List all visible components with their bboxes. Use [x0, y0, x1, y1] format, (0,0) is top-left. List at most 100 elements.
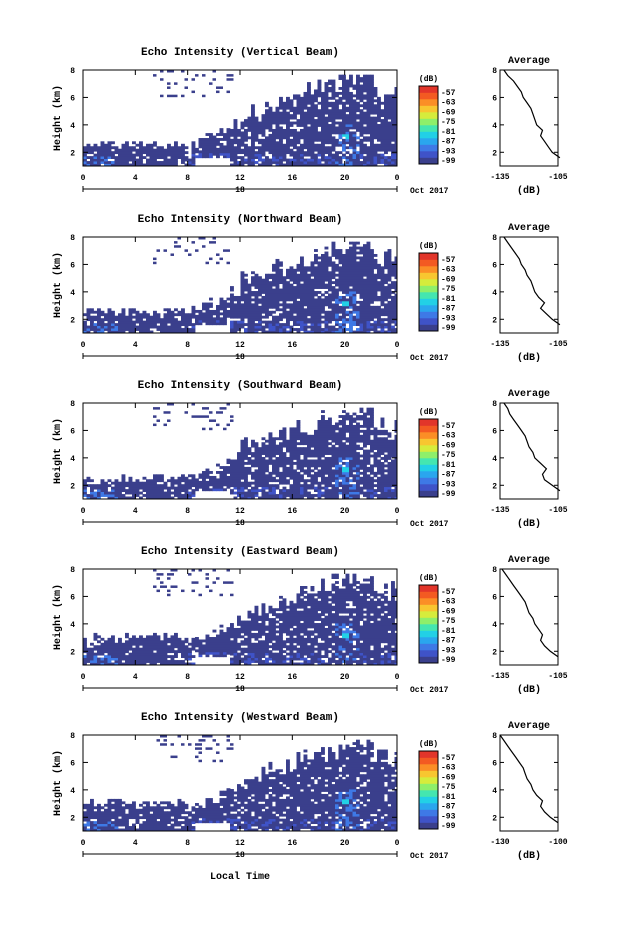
echo-intensity-field [83, 735, 397, 831]
avg-y-tick-label: 8 [492, 234, 497, 243]
avg-y-tick-label: 4 [492, 787, 497, 796]
colorbar-tick-label: -63 [441, 598, 456, 607]
x-tick-label: 4 [133, 174, 138, 183]
x-tick-label: 4 [133, 507, 138, 516]
day-marker: 18 [235, 851, 245, 860]
x-tick-label: 16 [288, 174, 298, 183]
x-tick-label: 20 [340, 174, 350, 183]
colorbar-unit: (dB) [419, 574, 438, 583]
colorbar-swatch [419, 770, 438, 778]
avg-y-tick-label: 8 [492, 566, 497, 575]
colorbar-tick-label: -87 [441, 637, 456, 646]
colorbar-tick-label: -57 [441, 754, 456, 763]
colorbar-swatch [419, 324, 438, 332]
colorbar-swatch [419, 803, 438, 810]
x-tick-label: 0 [395, 507, 400, 516]
colorbar-tick-label: -81 [441, 295, 456, 304]
x-tick-label: 0 [395, 673, 400, 682]
colorbar-swatch [419, 266, 438, 273]
day-marker: 18 [235, 685, 245, 694]
y-tick-label: 8 [70, 732, 75, 741]
colorbar-tick-label: -99 [441, 656, 456, 665]
y-tick-label: 8 [70, 67, 75, 76]
colorbar-tick-label: -69 [441, 275, 456, 284]
x-tick-label: 12 [235, 174, 245, 183]
colorbar-swatch [419, 816, 438, 823]
x-tick-label: 4 [133, 839, 138, 848]
colorbar-tick-label: -75 [441, 451, 456, 460]
colorbar-tick-label: -75 [441, 617, 456, 626]
colorbar-swatch [419, 438, 438, 446]
colorbar-tick-label: -99 [441, 324, 456, 333]
panel-4: Echo Intensity (Eastward Beam) 2 4 6 8 Height… [52, 546, 568, 696]
colorbar-swatch [419, 298, 438, 306]
avg-y-tick-label: 8 [492, 400, 497, 409]
avg-x-axis-label: (dB) [517, 185, 541, 197]
avg-y-tick-label: 8 [492, 67, 497, 76]
avg-y-tick-label: 6 [492, 94, 497, 103]
x-tick-label: 12 [235, 341, 245, 350]
average-profile-line [499, 734, 559, 824]
y-tick-label: 4 [70, 621, 75, 630]
average-profile-line [503, 69, 561, 159]
average-title: Average [508, 223, 550, 234]
avg-y-tick-label: 2 [492, 482, 497, 491]
x-tick-label: 8 [185, 673, 190, 682]
colorbar-frame [418, 85, 439, 165]
x-tick-label: 12 [235, 839, 245, 848]
colorbar-tick-label: -75 [441, 783, 456, 792]
colorbar-tick-label: -81 [441, 128, 456, 137]
colorbar-swatch [419, 764, 438, 771]
colorbar-swatch [419, 458, 438, 465]
avg-y-tick-label: 6 [492, 427, 497, 436]
chart-title: Echo Intensity (Eastward Beam) [141, 546, 339, 558]
avg-x-tick-label: -105 [548, 506, 567, 515]
avg-x-tick-label: -105 [548, 672, 567, 681]
y-tick-label: 6 [70, 261, 75, 270]
chart-title: Echo Intensity (Westward Beam) [141, 712, 339, 724]
y-tick-label: 6 [70, 94, 75, 103]
y-axis-label: Height (km) [52, 418, 64, 484]
avg-x-tick-label: -130 [490, 838, 509, 847]
y-tick-label: 6 [70, 427, 75, 436]
average-frame [499, 402, 559, 500]
colorbar-swatch [419, 125, 438, 132]
colorbar-swatch [419, 484, 438, 491]
avg-y-tick-label: 4 [492, 122, 497, 131]
x-tick-label: 0 [81, 507, 86, 516]
average-title: Average [508, 389, 550, 400]
average-profile-line [501, 568, 559, 658]
colorbar-tick-label: -69 [441, 773, 456, 782]
colorbar-swatch [419, 624, 438, 631]
avg-y-tick-label: 6 [492, 759, 497, 768]
x-tick-label: 12 [235, 673, 245, 682]
colorbar-swatch [419, 318, 438, 325]
colorbar-tick-label: -93 [441, 147, 456, 156]
y-tick-label: 2 [70, 316, 75, 325]
y-tick-label: 2 [70, 149, 75, 158]
colorbar-frame [418, 418, 439, 498]
x-tick-label: 4 [133, 341, 138, 350]
chart-title: Echo Intensity (Northward Beam) [138, 214, 343, 226]
colorbar-tick-label: -69 [441, 441, 456, 450]
x-tick-label: 16 [288, 673, 298, 682]
avg-y-tick-label: 2 [492, 648, 497, 657]
average-frame [499, 734, 559, 832]
colorbar-swatch [419, 419, 438, 426]
colorbar-tick-label: -93 [441, 314, 456, 323]
colorbar-swatch [419, 445, 438, 452]
colorbar-frame [418, 750, 439, 830]
colorbar-swatch [419, 86, 438, 93]
x-tick-label: 0 [395, 839, 400, 848]
colorbar-swatch [419, 471, 438, 478]
colorbar-swatch [419, 617, 438, 625]
day-marker: 18 [235, 519, 245, 528]
y-axis-label: Height (km) [52, 584, 64, 650]
colorbar-tick-label: -99 [441, 490, 456, 499]
colorbar-swatch [419, 643, 438, 651]
x-tick-label: 20 [340, 341, 350, 350]
colorbar-swatch [419, 490, 438, 498]
colorbar-swatch [419, 157, 438, 165]
x-tick-label: 4 [133, 673, 138, 682]
